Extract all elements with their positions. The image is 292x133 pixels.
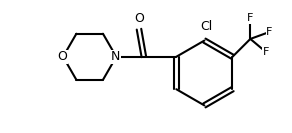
- Text: Cl: Cl: [200, 20, 212, 33]
- Text: F: F: [247, 13, 253, 24]
- Text: N: N: [111, 50, 120, 63]
- Text: F: F: [263, 47, 269, 57]
- Text: O: O: [134, 12, 144, 25]
- Text: F: F: [266, 27, 273, 37]
- Text: O: O: [58, 50, 67, 63]
